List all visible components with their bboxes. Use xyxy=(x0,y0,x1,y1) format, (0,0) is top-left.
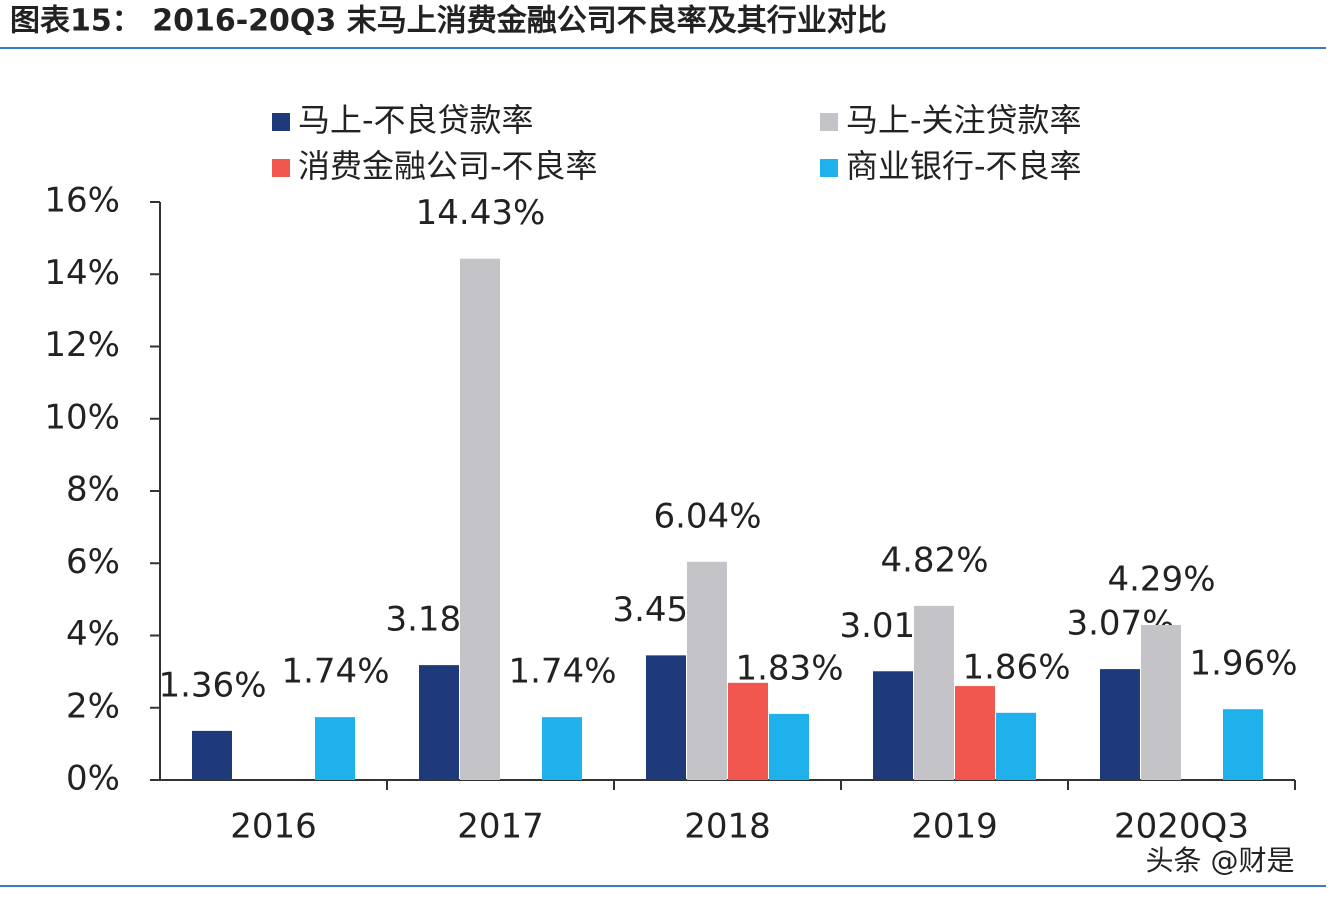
bar xyxy=(873,671,913,780)
bar xyxy=(1100,669,1140,780)
y-tick-label: 6% xyxy=(66,542,120,582)
watermark: 头条 @财是 xyxy=(1146,844,1295,877)
data-label: 1.74% xyxy=(281,652,389,692)
bar xyxy=(687,561,727,780)
bar xyxy=(996,712,1036,780)
legend-label: 马上-不良贷款率 xyxy=(298,101,534,139)
bar xyxy=(646,655,686,780)
y-tick-label: 12% xyxy=(44,325,120,365)
legend-swatch xyxy=(820,113,838,131)
x-tick-label: 2016 xyxy=(230,807,317,847)
x-tick-label: 2019 xyxy=(911,807,998,847)
data-label: 4.82% xyxy=(880,540,988,580)
x-tick-label: 2018 xyxy=(684,807,771,847)
bar xyxy=(914,605,954,780)
data-label: 14.43% xyxy=(416,193,546,233)
bar xyxy=(1141,625,1181,780)
legend-label: 消费金融公司-不良率 xyxy=(298,147,598,185)
data-label: 4.29% xyxy=(1107,560,1215,600)
data-label: 1.96% xyxy=(1189,644,1297,684)
legend-label: 马上-关注贷款率 xyxy=(846,101,1082,139)
legend-swatch xyxy=(820,159,838,177)
bar xyxy=(315,717,355,780)
y-tick-label: 8% xyxy=(66,470,120,510)
legend-swatch xyxy=(272,159,290,177)
bar xyxy=(460,258,500,780)
bar xyxy=(728,682,768,780)
y-tick-label: 16% xyxy=(44,181,120,221)
data-label: 1.83% xyxy=(735,648,843,688)
y-tick-label: 0% xyxy=(66,759,120,799)
bar xyxy=(542,717,582,780)
legend-swatch xyxy=(272,113,290,131)
x-tick-label: 2017 xyxy=(457,807,544,847)
data-label: 1.36% xyxy=(158,665,266,705)
y-tick-label: 4% xyxy=(66,614,120,654)
data-label: 1.74% xyxy=(508,652,616,692)
bar xyxy=(1223,709,1263,780)
y-tick-label: 10% xyxy=(44,397,120,437)
x-tick-label: 2020Q3 xyxy=(1114,807,1249,847)
bar xyxy=(769,713,809,780)
bar xyxy=(192,730,232,780)
data-label: 1.86% xyxy=(962,647,1070,687)
legend-label: 商业银行-不良率 xyxy=(846,147,1082,185)
bar xyxy=(419,665,459,780)
data-label: 6.04% xyxy=(653,496,761,536)
bar xyxy=(955,686,995,780)
y-tick-label: 14% xyxy=(44,253,120,293)
chart-title: 图表15： 2016-20Q3 末马上消费金融公司不良率及其行业对比 xyxy=(10,4,887,39)
y-tick-label: 2% xyxy=(66,686,120,726)
